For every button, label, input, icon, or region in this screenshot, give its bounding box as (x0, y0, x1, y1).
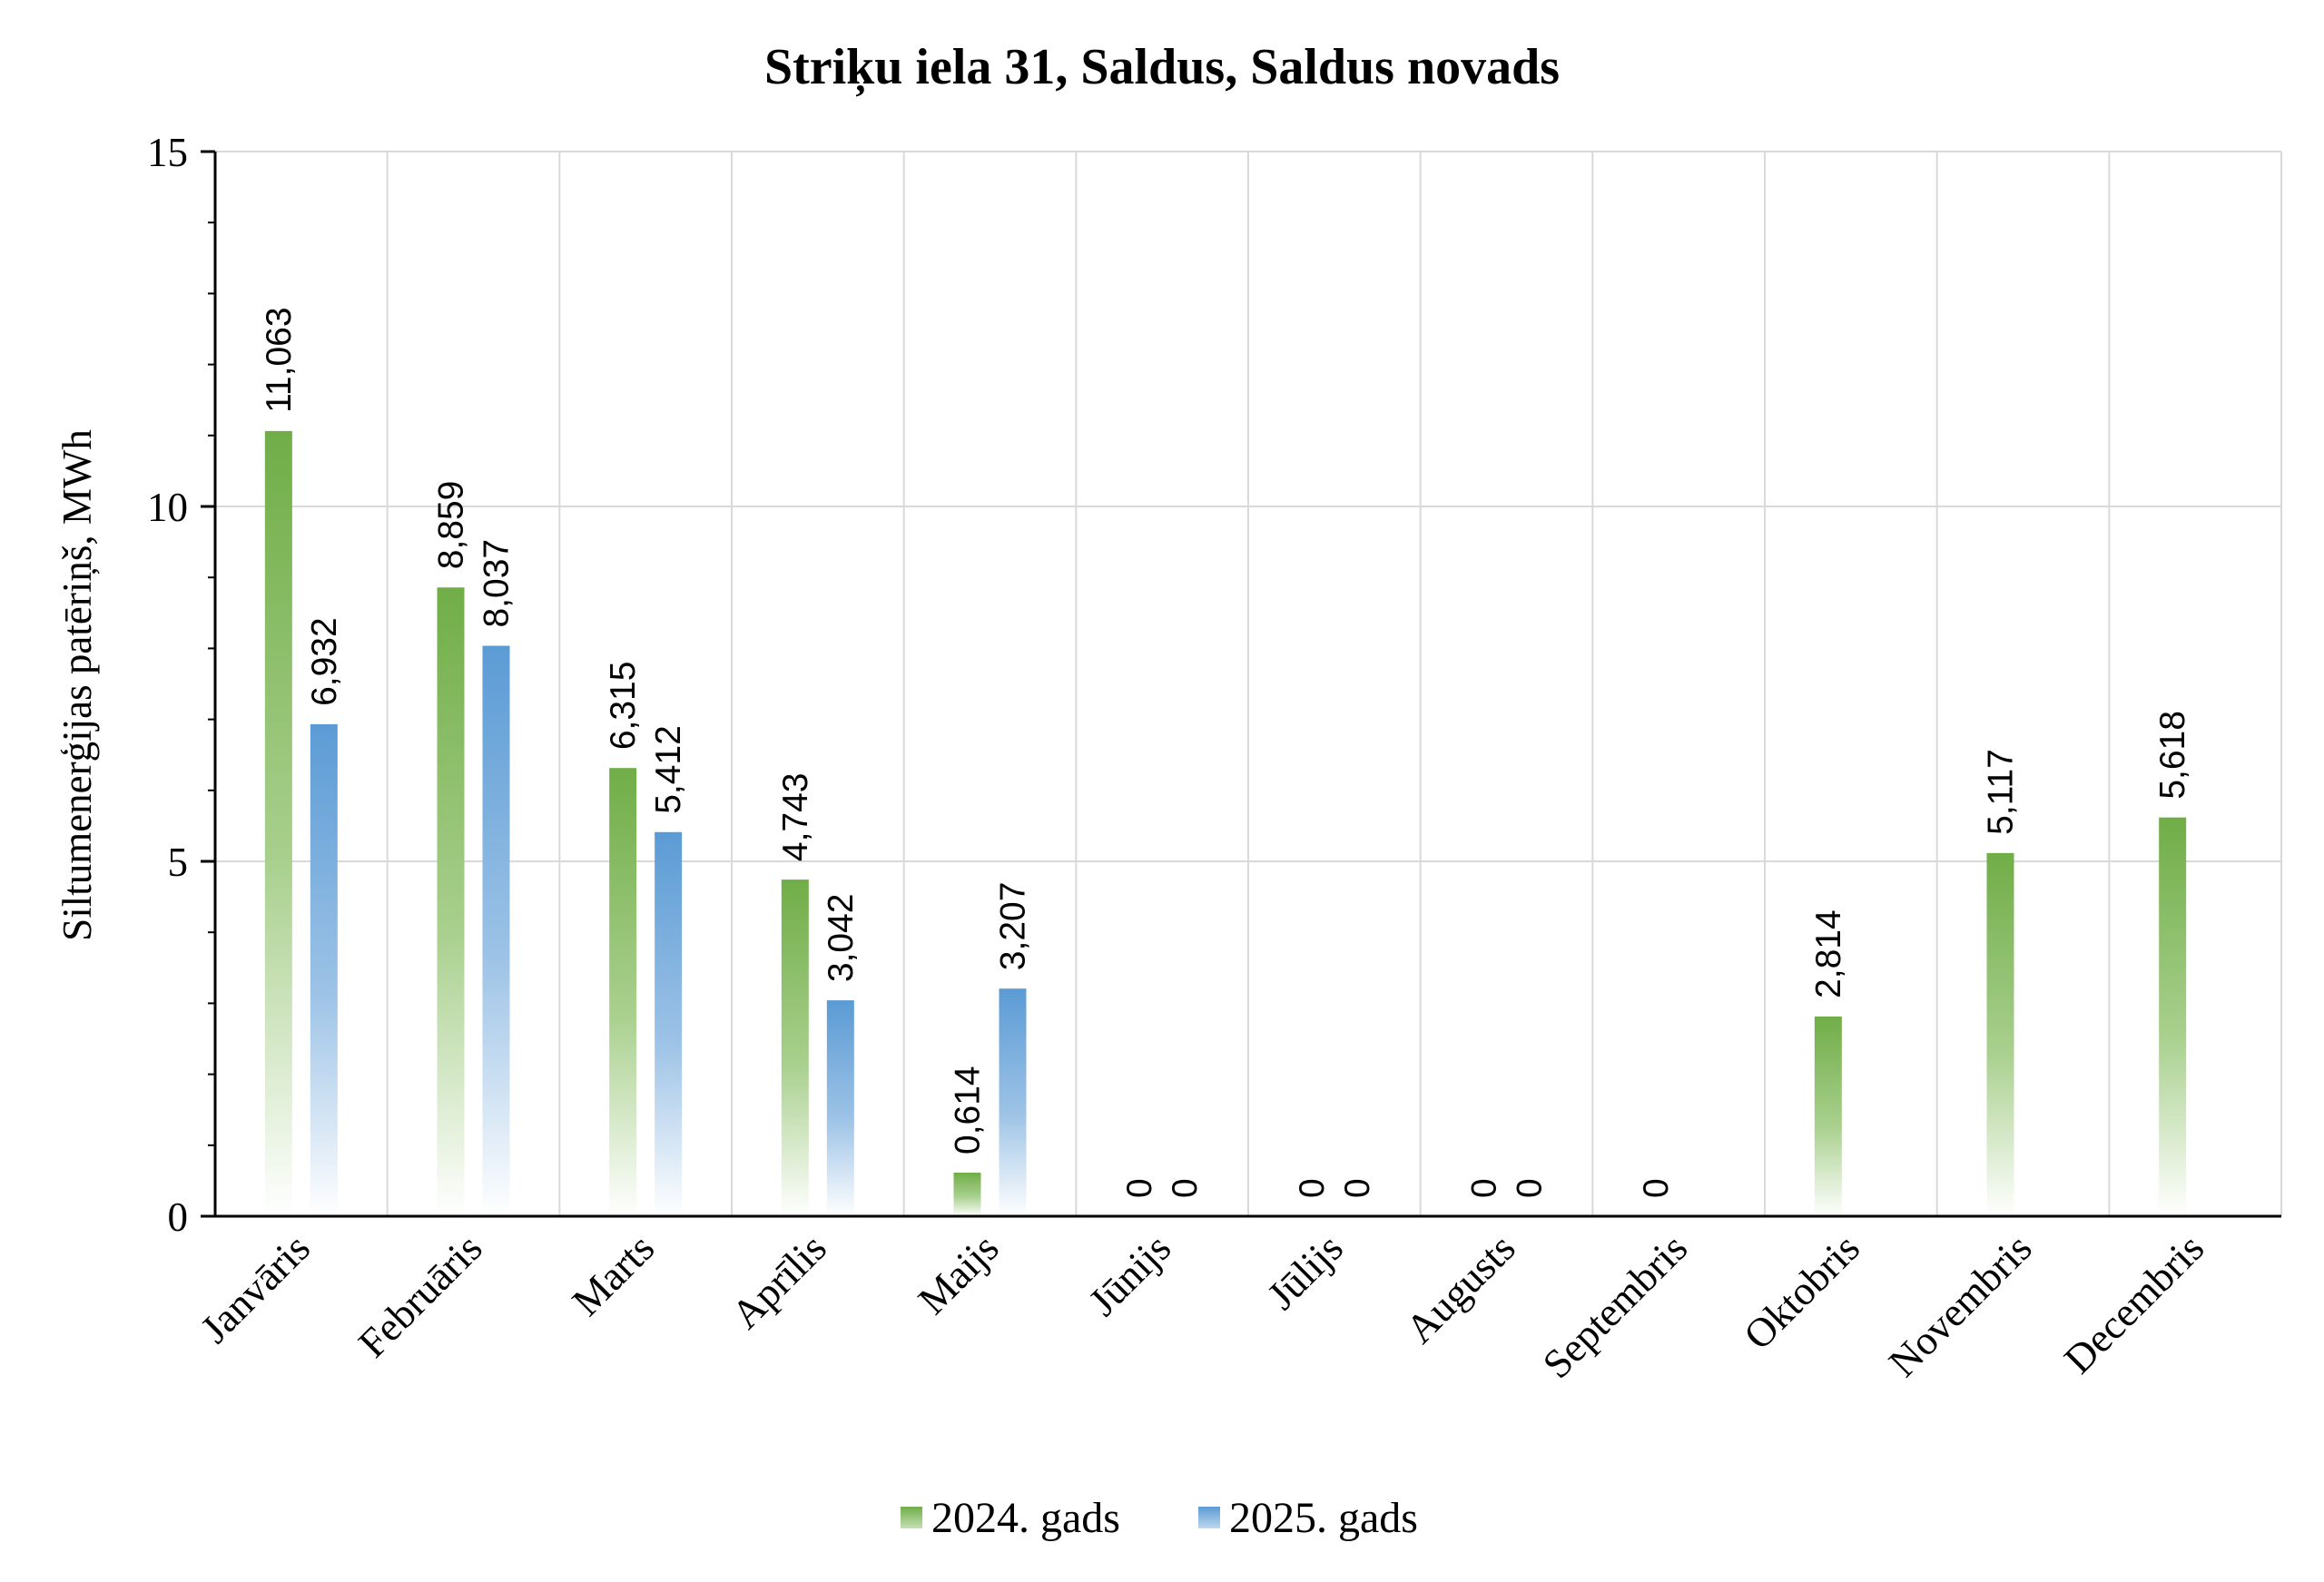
x-tick-label: Maijs (910, 1225, 1008, 1323)
data-label: 0 (1637, 1178, 1676, 1198)
data-label: 5,117 (1982, 749, 2021, 835)
data-label: 3,207 (994, 882, 1033, 971)
x-tick-label: Oktobris (1735, 1225, 1868, 1359)
bar-series-2 (482, 645, 510, 1216)
bar-series-2 (310, 723, 338, 1216)
y-tick-labels: 0 5 10 15 (147, 130, 188, 1240)
x-tick-label: Jūlijs (1258, 1225, 1352, 1319)
y-tick-label: 0 (168, 1194, 189, 1240)
bar-series-1 (1814, 1016, 1842, 1216)
data-label: 3,042 (822, 894, 861, 983)
x-tick-label: Aprīlis (723, 1225, 835, 1338)
bar-series-1 (1986, 852, 2014, 1216)
x-tick-labels: Janvāris Februāris Marts Aprīlis Maijs Jūnijs… (192, 1225, 2212, 1388)
legend-label: 2024. gads (931, 1494, 1120, 1542)
y-tick-label: 10 (147, 485, 188, 530)
data-label: 8,859 (432, 481, 471, 570)
data-label: 6,315 (604, 662, 643, 751)
data-label: 0,614 (949, 1066, 988, 1155)
data-label: 4,743 (776, 772, 815, 861)
x-tick-label: Novembris (1880, 1225, 2041, 1386)
bars (264, 430, 2187, 1216)
data-label: 0 (1166, 1178, 1205, 1198)
data-label: 5,618 (2153, 711, 2192, 800)
legend-swatch (1198, 1507, 1220, 1528)
x-tick-label: Septembris (1534, 1225, 1697, 1388)
legend-label: 2025. gads (1229, 1494, 1418, 1542)
bar-series-1 (264, 430, 292, 1216)
gridlines (215, 151, 2282, 1216)
chart-title: Striķu iela 31, Saldus, Saldus novads (764, 39, 1560, 97)
x-tick-label: Marts (564, 1225, 664, 1325)
data-label: 0 (1511, 1178, 1550, 1198)
bar-series-1 (953, 1172, 981, 1216)
data-label: 6,932 (305, 617, 344, 706)
x-tick-label: Janvāris (192, 1225, 319, 1352)
bar-series-2 (999, 988, 1027, 1216)
y-tick-label: 5 (168, 840, 189, 885)
bar-series-1 (609, 768, 637, 1216)
bar-series-2 (826, 1000, 854, 1216)
data-label: 0 (1465, 1178, 1504, 1198)
data-label: 5,412 (649, 725, 688, 814)
y-tick-label: 15 (147, 130, 188, 175)
data-label: 2,814 (1809, 909, 1848, 998)
x-tick-label: Augusts (1397, 1225, 1524, 1352)
x-tick-label: Februāris (350, 1225, 491, 1367)
legend: 2024. gads 2025. gads (901, 1494, 1418, 1542)
axes (201, 150, 2281, 1218)
data-label: 11,063 (260, 307, 299, 412)
data-label: 0 (1293, 1178, 1332, 1198)
bar-series-2 (655, 831, 683, 1216)
x-tick-label: Decembris (2055, 1225, 2212, 1382)
y-axis-title: Siltumenerģijas patēriņš, MWh (54, 429, 100, 941)
bar-series-1 (2159, 817, 2187, 1216)
bar-series-1 (437, 587, 465, 1216)
bar-series-1 (781, 879, 809, 1216)
x-tick-label: Jūnijs (1080, 1225, 1180, 1325)
legend-swatch (901, 1507, 922, 1528)
data-label: 0 (1338, 1178, 1377, 1198)
data-label: 8,037 (478, 539, 517, 628)
data-label: 0 (1120, 1178, 1159, 1198)
